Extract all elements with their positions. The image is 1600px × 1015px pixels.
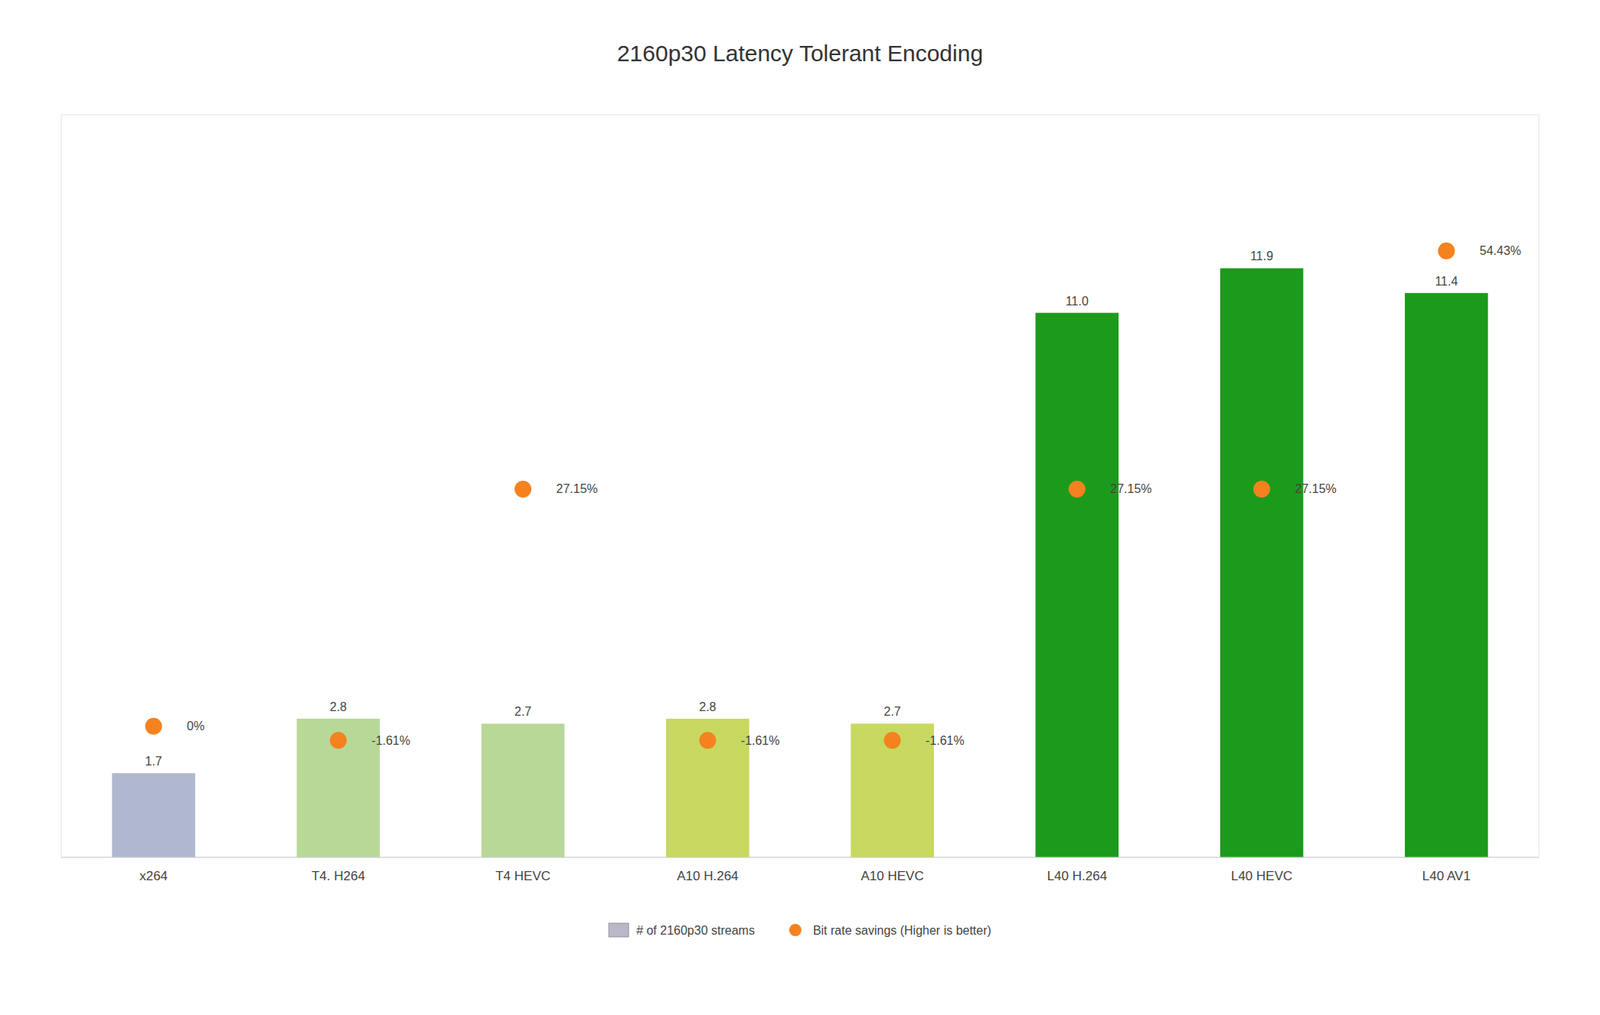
x-tick-label: x264 (139, 868, 168, 884)
title: 2160p30 Latency Tolerant Encoding (617, 40, 983, 66)
x-tick-label: T4. H264 (311, 868, 366, 884)
legend-swatch (789, 924, 802, 937)
labels: 1.7 2.8 2.7 2.8 2.7 11.0 11.9 11.4 0% -1.61% 27.15… (145, 244, 1522, 768)
bar (481, 723, 565, 858)
dot-label: 27.15% (1110, 482, 1152, 496)
x-tick-label: L40 H.264 (1047, 868, 1107, 884)
bar (1035, 313, 1120, 858)
bar (850, 723, 934, 858)
dot-label: 27.15% (1295, 482, 1337, 496)
dot (1437, 242, 1455, 260)
bar-label: 2.8 (329, 700, 347, 714)
x-tick-label: L40 HEVC (1231, 868, 1293, 884)
x-tick-label: L40 AV1 (1422, 868, 1471, 884)
dot-label: -1.61% (371, 734, 411, 748)
bar-label: 1.7 (145, 754, 163, 768)
x-axis-line (61, 857, 1539, 859)
legend-item: Bit rate savings (Higher is better) (789, 924, 992, 938)
dot (698, 731, 716, 749)
legend-label: # of 2160p30 streams (636, 924, 755, 938)
dot-label: 27.15% (556, 482, 598, 496)
bar-label: 2.8 (698, 700, 716, 714)
bar (666, 718, 750, 858)
legend-swatch (608, 923, 629, 938)
dot-label: 0% (186, 719, 205, 733)
bar-label: 2.7 (514, 705, 532, 719)
bar-label: 2.7 (884, 705, 902, 719)
dot-label: -1.61% (925, 734, 965, 748)
marks (111, 242, 1488, 858)
chart: 2160p30 Latency Tolerant Encoding 1.7 2.8 2… (0, 0, 1600, 1015)
dot (884, 731, 902, 749)
bar-label: 11.0 (1065, 294, 1089, 308)
x-tick-label: T4 HEVC (495, 868, 551, 884)
dot-label: -1.61% (741, 734, 781, 748)
dot (1253, 480, 1271, 498)
x-tick-label: A10 HEVC (861, 868, 925, 884)
dot (145, 718, 163, 735)
dot (329, 731, 347, 749)
dot (514, 480, 532, 498)
x-tick-label: A10 H.264 (676, 868, 738, 884)
plot-frame (61, 114, 1539, 858)
dot (1068, 480, 1086, 498)
legend-label: Bit rate savings (Higher is better) (813, 924, 992, 938)
bar (1220, 267, 1304, 858)
legend: # of 2160p30 streams Bit rate savings (Hi… (608, 923, 992, 938)
dot-label: 54.43% (1479, 244, 1522, 258)
bar (1404, 293, 1489, 858)
bar (297, 718, 381, 858)
legend-item: # of 2160p30 streams (608, 923, 755, 938)
bar-label: 11.9 (1250, 249, 1274, 263)
bar-label: 11.4 (1434, 274, 1458, 288)
bar (111, 773, 196, 858)
